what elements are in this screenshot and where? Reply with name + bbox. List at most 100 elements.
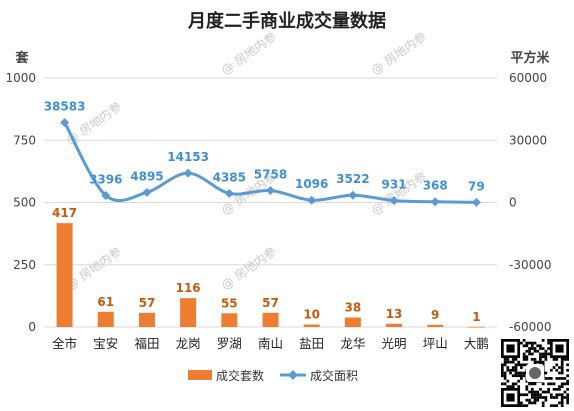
qr-module [503,371,507,375]
line-data-label: 79 [468,179,485,193]
qr-module [530,401,534,405]
qr-module [511,358,515,361]
qr-module [525,393,529,397]
qr-module [560,401,564,405]
bar-data-label: 10 [303,308,320,322]
qr-module [566,398,569,402]
qr-code-icon [501,339,569,407]
qr-module [525,341,529,345]
qr-module [555,358,559,361]
qr-module [503,363,507,367]
qr-module [552,387,556,391]
qr-module [547,382,550,386]
qr-module [533,398,537,402]
bar [468,326,485,328]
qr-module [560,393,564,397]
qr-module [506,379,510,383]
right-tick-label: -30000 [509,258,552,272]
bar-data-label: 55 [221,296,238,310]
watermark: @ 房地内参 [368,169,429,218]
qr-module [530,387,534,391]
qr-module [560,382,564,386]
qr-module [547,390,550,394]
qr-module [525,385,529,388]
left-tick-label: 500 [13,196,36,210]
qr-module [566,379,569,383]
qr-module [520,393,523,397]
qr-module [530,344,534,348]
legend: 成交套数 成交面积 [188,368,358,383]
x-tick-label: 龙华 [340,336,365,351]
qr-module [555,387,559,391]
qr-module [566,368,569,372]
right-tick-label: 30000 [509,133,547,147]
qr-module [530,347,534,350]
right-tick-label: -60000 [509,320,552,334]
qr-module [539,352,542,356]
qr-module [520,366,523,369]
x-tick-label: 福田 [134,336,159,351]
qr-module [547,341,550,345]
qr-module [563,396,567,399]
qr-module [558,393,561,397]
right-axis-unit: 平方米 [510,50,550,66]
bar-data-label: 417 [52,206,77,220]
qr-module [528,398,531,402]
qr-module [525,349,529,353]
qr-module [544,358,548,361]
qr-module [506,385,510,388]
qr-module [517,360,521,364]
line-point [101,190,111,200]
qr-module [501,363,504,367]
qr-module [566,387,569,391]
qr-module [503,360,507,364]
bar-data-label: 116 [176,281,201,295]
x-tick-label: 龙岗 [176,336,201,351]
qr-module [511,366,515,369]
qr-module [517,363,521,367]
watermark-layer: @ 房地内参 @ 房地内参@ 房地内参@ 房地内参 @ 房地内参@ 房地内参 @ 房地… [63,29,429,293]
line-point [142,187,152,197]
qr-module [539,344,542,348]
qr-module [511,374,515,378]
qr-module [563,377,567,380]
qr-module [560,363,564,367]
legend-label-line: 成交面积 [310,368,358,383]
qr-module [547,387,550,391]
qr-module [541,396,545,399]
qr-module [541,401,545,405]
qr-module [522,344,526,348]
qr-module [511,382,515,386]
left-tick-label: 0 [28,320,36,334]
line-point [307,195,317,205]
qr-module [541,352,545,356]
qr-module [522,404,526,407]
qr-module [528,352,531,356]
qr-module [560,366,564,369]
qr-module [501,371,504,375]
qr-module [501,382,504,386]
qr-module [536,360,540,364]
qr-module [511,360,515,364]
qr-module [555,368,559,372]
qr-module [525,398,529,402]
watermark: @ 房地内参 [368,29,429,78]
qr-module [541,363,545,367]
qr-module [514,382,518,386]
qr-module [514,374,518,378]
qr-module [560,377,564,380]
qr-module [539,347,542,350]
left-axis: 0 250 500 750 1000 [5,71,36,334]
qr-module [506,368,510,372]
qr-module [536,398,540,402]
qr-module [555,377,559,380]
qr-module [520,363,523,367]
qr-module [566,396,569,399]
qr-module [525,379,529,383]
qr-module [509,368,512,372]
qr-module [560,368,564,372]
qr-module [566,393,569,397]
qr-module [558,385,561,388]
qr-module [509,360,512,364]
qr-module [517,385,521,388]
